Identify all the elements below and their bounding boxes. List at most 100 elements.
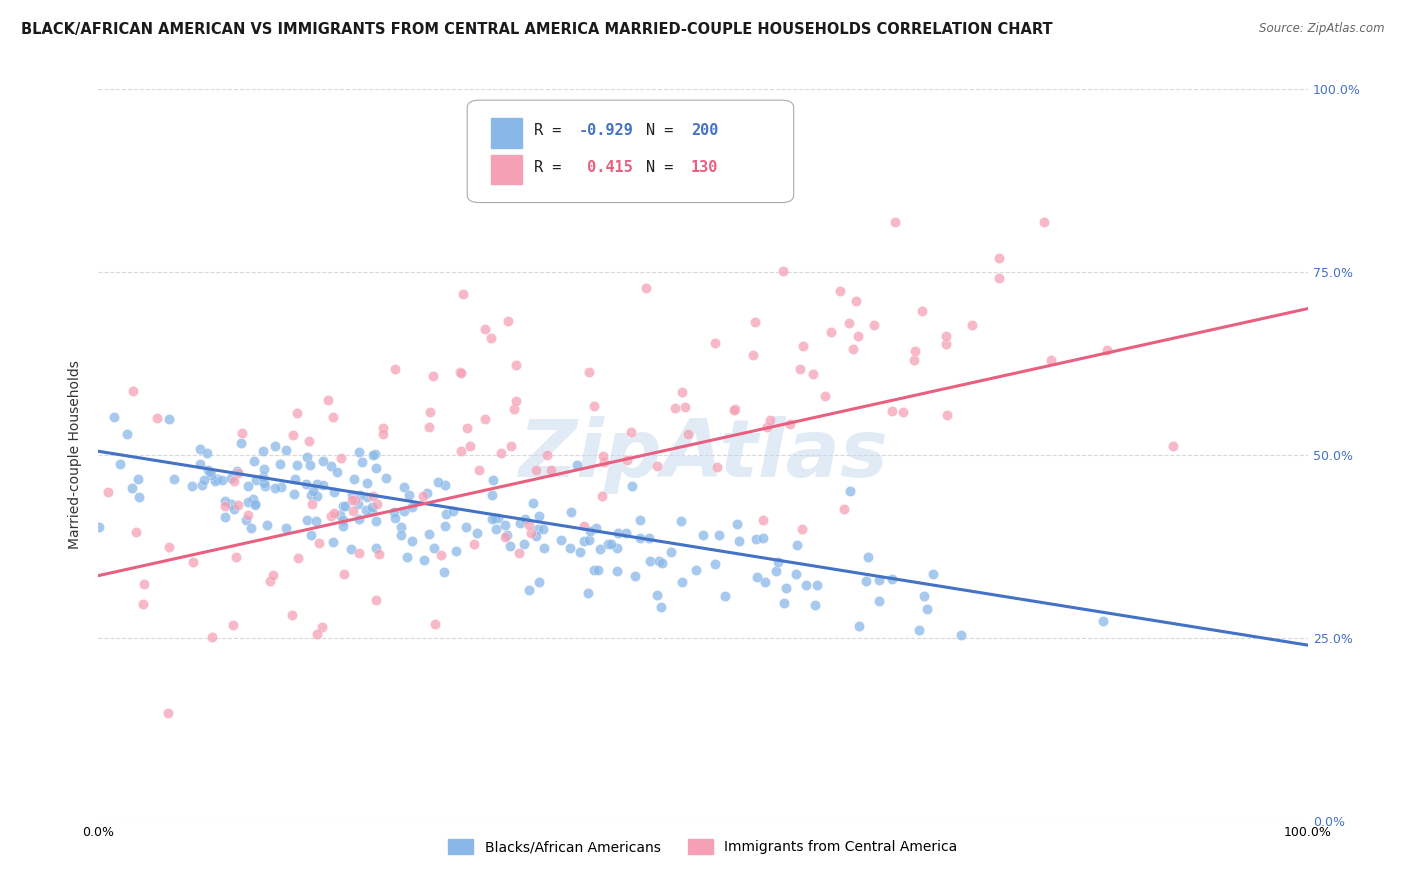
- Point: [586, 563, 609, 577]
- Point: [742, 349, 765, 363]
- Point: [450, 444, 472, 458]
- Point: [374, 471, 396, 485]
- Point: [568, 545, 591, 559]
- Point: [486, 510, 509, 524]
- Point: [323, 506, 346, 520]
- Point: [371, 426, 394, 441]
- Legend: Blacks/African Americans, Immigrants from Central America: Blacks/African Americans, Immigrants fro…: [441, 832, 965, 862]
- Point: [465, 526, 488, 541]
- Point: [704, 336, 727, 351]
- Point: [146, 411, 169, 425]
- Point: [779, 417, 801, 431]
- Point: [252, 443, 274, 458]
- Point: [987, 271, 1010, 285]
- Point: [651, 556, 673, 570]
- Point: [401, 500, 423, 514]
- Point: [775, 581, 797, 595]
- Point: [418, 526, 440, 541]
- Point: [364, 593, 387, 607]
- Point: [350, 455, 373, 469]
- Point: [725, 516, 748, 531]
- Point: [669, 514, 692, 528]
- Point: [235, 513, 257, 527]
- Point: [838, 316, 860, 330]
- Point: [197, 463, 219, 477]
- Point: [589, 541, 612, 556]
- Point: [384, 511, 406, 525]
- Point: [841, 343, 863, 357]
- Point: [201, 631, 224, 645]
- Point: [792, 339, 814, 353]
- Point: [433, 565, 456, 579]
- Point: [329, 508, 352, 522]
- Point: [934, 336, 956, 351]
- Point: [214, 494, 236, 508]
- Point: [157, 706, 180, 721]
- Point: [236, 508, 259, 523]
- Point: [238, 495, 260, 509]
- Point: [650, 600, 672, 615]
- Point: [121, 481, 143, 495]
- Point: [252, 476, 274, 491]
- Point: [340, 493, 363, 508]
- Point: [935, 408, 957, 422]
- Point: [533, 541, 555, 555]
- Point: [671, 384, 693, 399]
- Point: [766, 555, 789, 569]
- Point: [221, 618, 243, 632]
- Point: [294, 477, 316, 491]
- Point: [508, 546, 530, 560]
- Point: [794, 577, 817, 591]
- Point: [363, 448, 385, 462]
- Point: [624, 568, 647, 582]
- Point: [498, 539, 520, 553]
- Point: [846, 329, 869, 343]
- Point: [592, 449, 614, 463]
- Text: N =: N =: [647, 160, 683, 175]
- Point: [751, 513, 773, 527]
- Point: [219, 497, 242, 511]
- Point: [505, 394, 527, 409]
- Point: [481, 487, 503, 501]
- Point: [419, 405, 441, 419]
- Point: [322, 534, 344, 549]
- Point: [346, 497, 368, 511]
- Point: [912, 589, 935, 603]
- Point: [283, 487, 305, 501]
- Point: [287, 551, 309, 566]
- Point: [578, 533, 600, 548]
- Point: [527, 509, 550, 524]
- Point: [301, 498, 323, 512]
- Point: [574, 519, 596, 533]
- Point: [922, 566, 945, 581]
- Point: [389, 527, 412, 541]
- Point: [454, 520, 477, 534]
- Point: [714, 589, 737, 603]
- Point: [329, 450, 352, 465]
- Point: [578, 365, 600, 379]
- Point: [502, 402, 524, 417]
- Point: [228, 466, 250, 480]
- Point: [524, 529, 547, 543]
- Point: [755, 419, 778, 434]
- Point: [482, 473, 505, 487]
- Point: [481, 512, 503, 526]
- Point: [413, 553, 436, 567]
- Point: [224, 502, 246, 516]
- Point: [333, 566, 356, 581]
- Point: [935, 329, 957, 343]
- Point: [225, 464, 247, 478]
- Point: [882, 573, 904, 587]
- Point: [789, 361, 811, 376]
- Point: [522, 496, 544, 510]
- Point: [361, 504, 384, 518]
- Point: [540, 463, 562, 477]
- Point: [494, 518, 516, 533]
- Point: [254, 479, 277, 493]
- Point: [305, 489, 328, 503]
- Point: [499, 440, 522, 454]
- Point: [236, 479, 259, 493]
- Point: [550, 533, 572, 547]
- Point: [321, 508, 343, 523]
- Y-axis label: Married-couple Households: Married-couple Households: [69, 360, 83, 549]
